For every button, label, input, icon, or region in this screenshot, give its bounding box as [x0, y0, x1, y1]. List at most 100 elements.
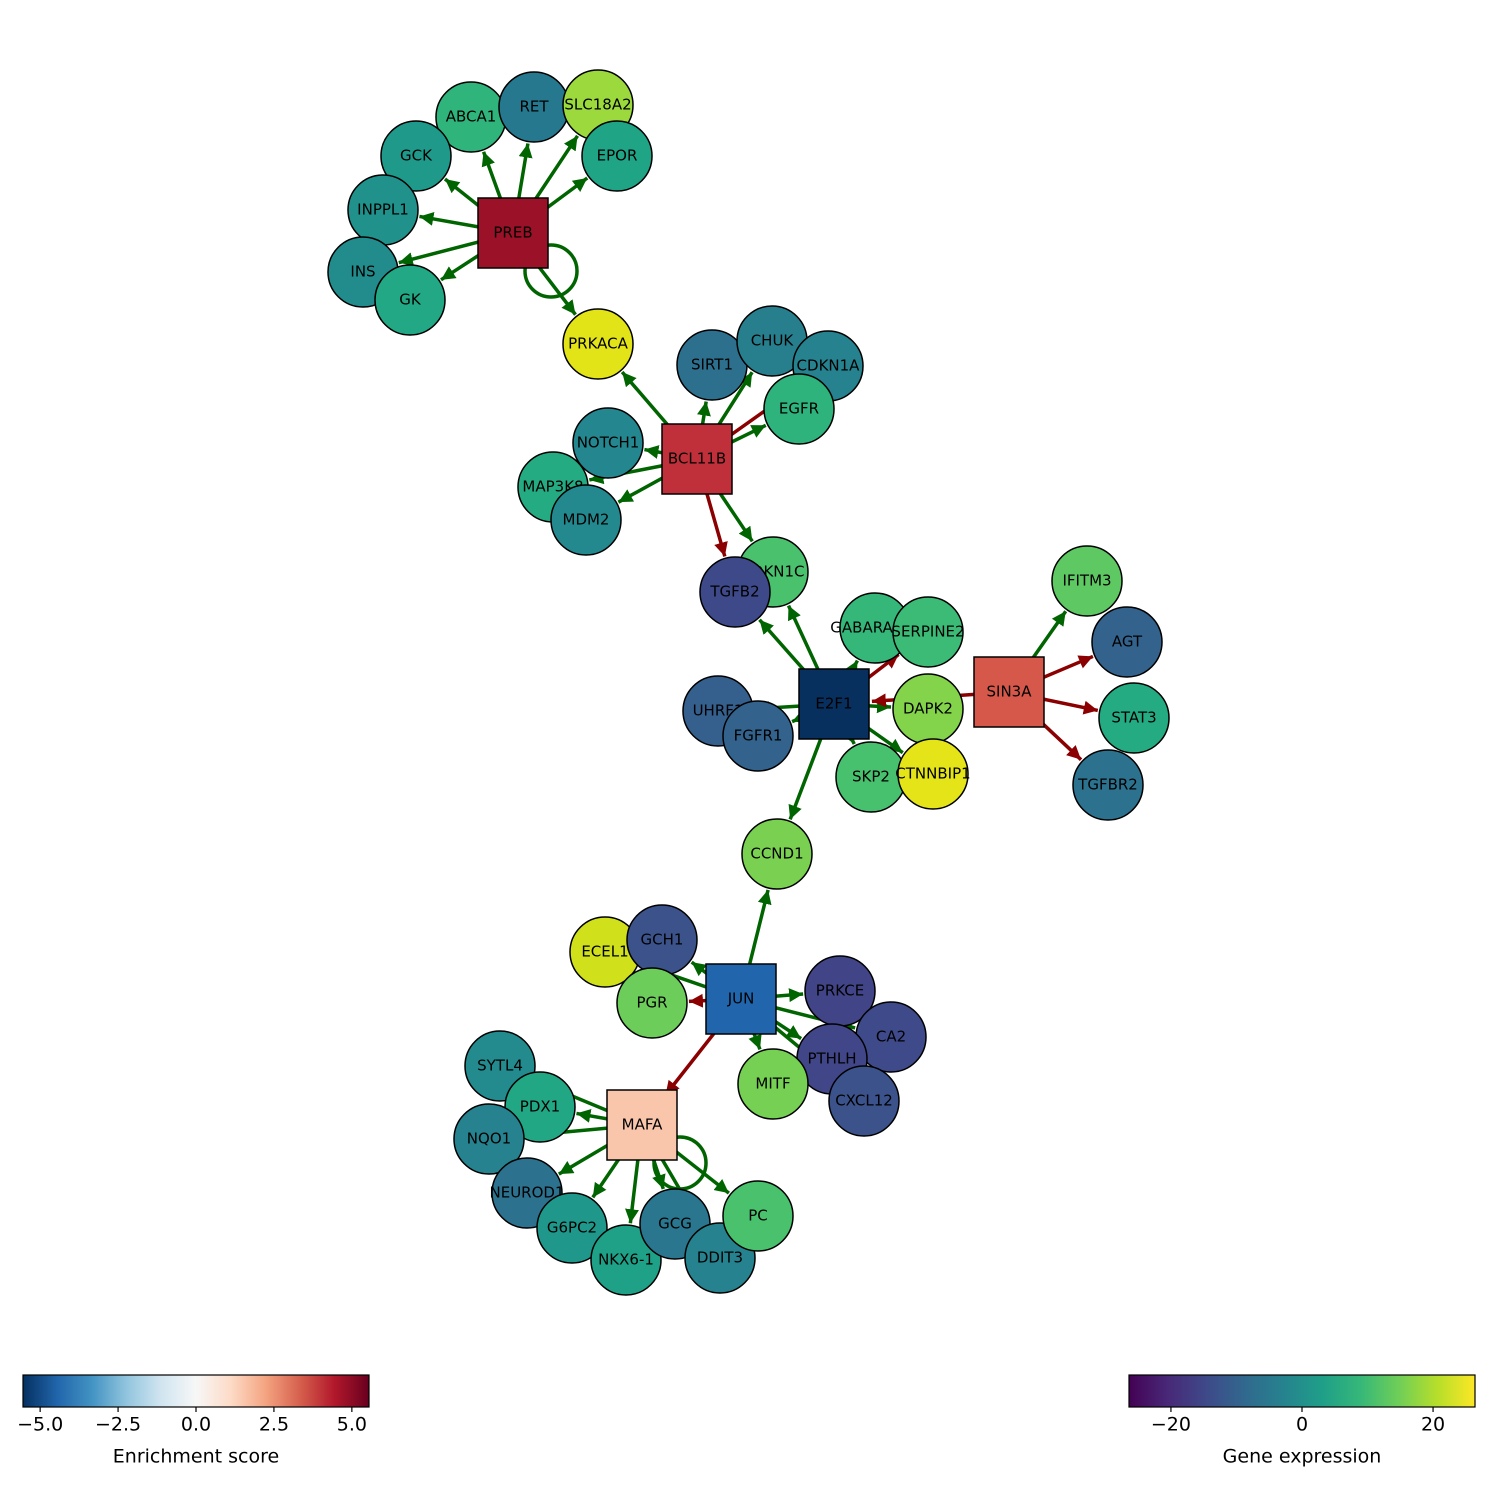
node-label: CDKN1A	[797, 357, 861, 375]
node: MDM2	[550, 484, 622, 556]
node: BCL11B	[661, 423, 733, 495]
gene-node	[1091, 606, 1163, 678]
node: PC	[722, 1180, 794, 1252]
gene-node	[380, 120, 452, 192]
node-label: DAPK2	[903, 700, 953, 718]
node: ECEL1	[569, 916, 641, 988]
tf-node	[798, 668, 870, 740]
tick-label: −20	[1151, 1414, 1191, 1436]
gene-node	[897, 738, 969, 810]
gene-node	[590, 1224, 662, 1296]
tick-label: 0	[1296, 1414, 1308, 1436]
node-label: INS	[350, 263, 375, 281]
gene-node	[763, 373, 835, 445]
node-label: PTHLH	[807, 1050, 856, 1068]
node: SKP2	[835, 741, 907, 813]
node-label: TGFBR2	[1077, 776, 1138, 794]
node-label: CCND1	[750, 845, 803, 863]
node-label: GCG	[658, 1215, 692, 1233]
node-label: GCH1	[641, 931, 684, 949]
tick-label: −5.0	[17, 1414, 63, 1436]
gene-node	[374, 264, 446, 336]
node: G6PC2	[536, 1192, 608, 1264]
node: EGFR	[763, 373, 835, 445]
node-label: SIN3A	[987, 683, 1033, 701]
node-label: PGR	[636, 994, 667, 1012]
node: PDX1	[504, 1071, 576, 1143]
node: AGT	[1091, 606, 1163, 678]
node-label: EGFR	[779, 400, 819, 418]
node: PGR	[616, 967, 688, 1039]
node-label: CXCL12	[835, 1092, 893, 1110]
node: STAT3	[1098, 682, 1170, 754]
node-label: PRKACA	[568, 335, 629, 353]
colorbar-label: Gene expression	[1223, 1446, 1382, 1468]
node-label: JUN	[727, 990, 755, 1008]
node-label: SERPINE2	[891, 623, 964, 641]
tick-label: 5.0	[337, 1414, 367, 1436]
gene-node	[892, 596, 964, 668]
node-label: FGFR1	[734, 727, 783, 745]
node-label: MITF	[755, 1075, 790, 1093]
tf-node	[606, 1089, 678, 1161]
node-label: CTNNBIP1	[895, 765, 970, 783]
tick-label: −2.5	[95, 1414, 141, 1436]
gene-node	[562, 308, 634, 380]
node-label: ECEL1	[581, 943, 628, 961]
node-label: NEUROD1	[490, 1184, 565, 1202]
node: CCND1	[741, 818, 813, 890]
gene-node	[581, 120, 653, 192]
colorbar	[1128, 1374, 1476, 1408]
gene-node	[1072, 749, 1144, 821]
node-label: RET	[519, 98, 549, 116]
node: CA2	[855, 1001, 927, 1073]
node: PRKACA	[562, 308, 634, 380]
gene-node	[1098, 682, 1170, 754]
node-label: PDX1	[520, 1098, 560, 1116]
node: CXCL12	[828, 1065, 900, 1137]
node-label: NOTCH1	[577, 434, 640, 452]
node-label: PC	[748, 1207, 768, 1225]
node: RET	[498, 71, 570, 143]
gene-node	[828, 1065, 900, 1137]
tf-node	[973, 656, 1045, 728]
node-label: STAT3	[1111, 709, 1156, 727]
node: GCH1	[626, 904, 698, 976]
node: MAFA	[606, 1089, 678, 1161]
tick-label: 2.5	[259, 1414, 289, 1436]
node: NOTCH1	[572, 407, 644, 479]
tf-node	[477, 197, 549, 269]
node-label: SIRT1	[691, 356, 733, 374]
node: GCK	[380, 120, 452, 192]
node-label: BCL11B	[668, 450, 726, 468]
gene-node	[737, 1048, 809, 1120]
colorbar	[22, 1374, 370, 1408]
gene-node	[1051, 545, 1123, 617]
tick-label: 20	[1421, 1414, 1445, 1436]
node: CTNNBIP1	[895, 738, 971, 810]
tick-label: 0.0	[181, 1414, 211, 1436]
node-label: MAFA	[622, 1116, 663, 1134]
node: SIN3A	[973, 656, 1045, 728]
node-label: E2F1	[815, 695, 852, 713]
node: EPOR	[581, 120, 653, 192]
node-label: CA2	[876, 1028, 906, 1046]
node-label: AGT	[1112, 633, 1143, 651]
gene-node	[616, 967, 688, 1039]
node: E2F1	[798, 668, 870, 740]
node: PREB	[477, 197, 549, 269]
colorbar-label: Enrichment score	[113, 1446, 279, 1468]
node-label: NKX6-1	[598, 1251, 654, 1269]
gene-node	[722, 700, 794, 772]
node: DAPK2	[892, 673, 964, 745]
gene-node	[536, 1192, 608, 1264]
gene-node	[453, 1103, 525, 1175]
gene-node	[699, 556, 771, 628]
node-label: DDIT3	[697, 1249, 743, 1267]
node-label: NQO1	[467, 1130, 511, 1148]
node-label: PREB	[493, 224, 532, 242]
node: IFITM3	[1051, 545, 1123, 617]
node: INPPL1	[347, 174, 419, 246]
node-label: INPPL1	[357, 201, 409, 219]
node: SIRT1	[676, 329, 748, 401]
